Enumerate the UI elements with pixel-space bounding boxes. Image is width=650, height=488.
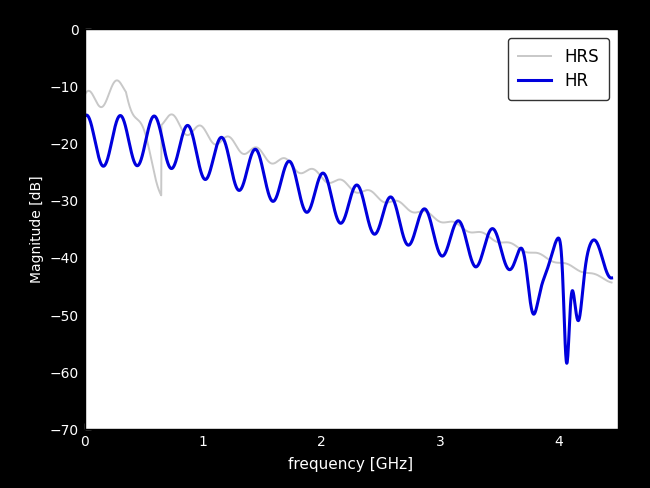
HRS <box>81 92 88 98</box>
Line: HRS: HRS <box>84 81 612 283</box>
HR <box>563 360 571 366</box>
HR <box>608 275 616 281</box>
HRS <box>107 84 115 90</box>
Line: HR: HR <box>84 115 612 363</box>
HRS <box>113 78 121 83</box>
HR <box>323 177 331 183</box>
HR <box>496 242 504 247</box>
HRS <box>593 272 601 278</box>
HRS <box>496 240 504 245</box>
HR <box>83 112 90 118</box>
HRS <box>608 280 616 285</box>
Legend: HRS, HR: HRS, HR <box>508 38 609 100</box>
HR <box>108 139 116 145</box>
HRS <box>323 180 331 185</box>
X-axis label: frequency [GHz]: frequency [GHz] <box>289 457 413 472</box>
HRS <box>592 272 600 278</box>
HRS <box>337 177 345 183</box>
Y-axis label: Magnitude [dB]: Magnitude [dB] <box>30 176 44 283</box>
HR <box>593 239 601 245</box>
HR <box>337 220 345 226</box>
HR <box>593 240 601 245</box>
HR <box>81 114 88 120</box>
